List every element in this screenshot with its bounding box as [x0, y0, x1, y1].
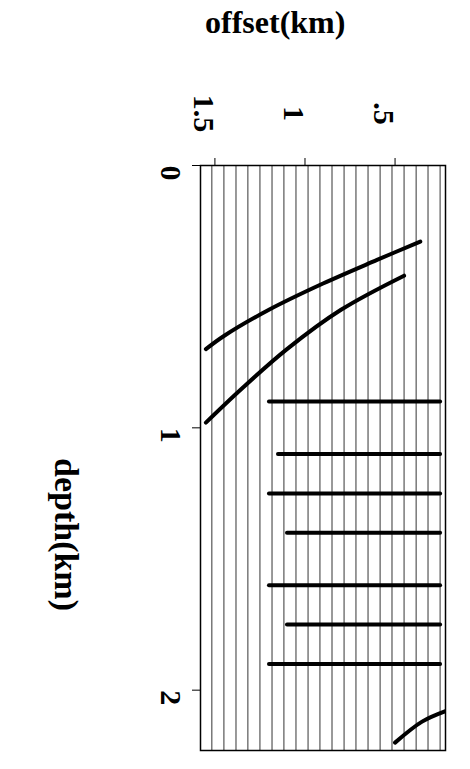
html-text:offset(km): offset(km) — [205, 4, 346, 40]
svg-text:.5: .5 — [368, 102, 401, 125]
svg-text:depth(km): depth(km) — [47, 458, 85, 611]
svg-text:1: 1 — [278, 106, 311, 121]
svg-text:2: 2 — [155, 690, 188, 705]
svg-text:0: 0 — [155, 166, 188, 181]
svg-text:1.5: 1.5 — [188, 95, 221, 133]
svg-text:1: 1 — [155, 428, 188, 443]
